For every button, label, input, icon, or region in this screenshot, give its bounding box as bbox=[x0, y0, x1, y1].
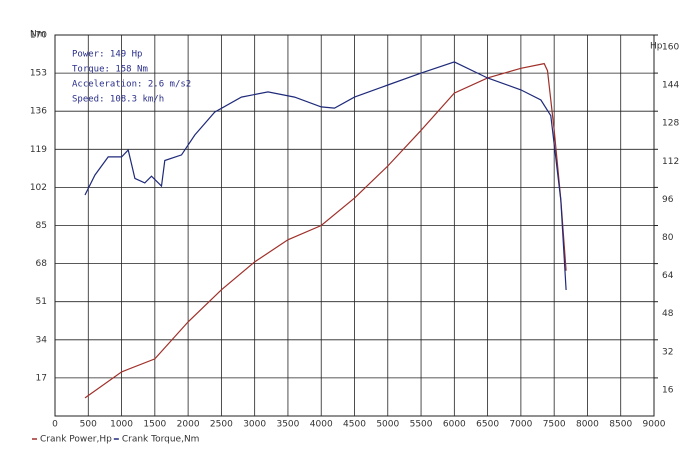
y2-tick-label: 128 bbox=[662, 119, 679, 129]
y2-tick-label: 48 bbox=[662, 309, 674, 319]
x-tick-label: 6500 bbox=[476, 420, 499, 430]
y-tick-label: 102 bbox=[30, 183, 47, 193]
x-tick-label: 2000 bbox=[177, 420, 200, 430]
y2-tick-label: 160 bbox=[662, 43, 679, 53]
annotation: Speed: 108.3 km/h bbox=[72, 95, 164, 105]
y-tick-label: 136 bbox=[30, 107, 47, 117]
x-tick-label: 1000 bbox=[110, 420, 133, 430]
x-tick-label: 6000 bbox=[443, 420, 466, 430]
x-tick-label: 9000 bbox=[643, 420, 666, 430]
x-tick-label: 500 bbox=[80, 420, 97, 430]
y2-tick-label: 112 bbox=[662, 157, 679, 167]
y-tick-label: 170 bbox=[30, 31, 47, 41]
x-tick-label: 7500 bbox=[543, 420, 566, 430]
y-tick-label: 34 bbox=[36, 335, 48, 345]
y2-tick-label: 80 bbox=[662, 233, 674, 243]
x-tick-label: 7000 bbox=[509, 420, 532, 430]
x-tick-label: 4500 bbox=[343, 420, 366, 430]
y-tick-label: 85 bbox=[36, 221, 47, 231]
x-tick-label: 1500 bbox=[143, 420, 166, 430]
x-tick-label: 5500 bbox=[410, 420, 433, 430]
series-line bbox=[84, 61, 567, 291]
x-tick-label: 5000 bbox=[376, 420, 399, 430]
y2-tick-label: 32 bbox=[662, 347, 673, 357]
y2-axis-label: Hp bbox=[650, 42, 663, 52]
annotation: Acceleration: 2.6 m/s2 bbox=[72, 80, 191, 90]
legend-label: Crank Power,Hp bbox=[40, 435, 112, 445]
y-tick-label: 119 bbox=[30, 145, 47, 155]
y-tick-label: 68 bbox=[36, 259, 48, 269]
annotation: Power: 149 Hp bbox=[72, 50, 142, 60]
x-tick-label: 4000 bbox=[310, 420, 333, 430]
x-tick-label: 8000 bbox=[576, 420, 599, 430]
x-tick-label: 3500 bbox=[276, 420, 299, 430]
x-tick-label: 3000 bbox=[243, 420, 266, 430]
y2-tick-label: 16 bbox=[662, 385, 674, 395]
y-tick-label: 153 bbox=[30, 69, 47, 79]
annotation: Torque: 158 Nm bbox=[72, 65, 148, 75]
y2-tick-label: 96 bbox=[662, 195, 674, 205]
x-tick-label: 2500 bbox=[210, 420, 233, 430]
y2-tick-label: 64 bbox=[662, 271, 674, 281]
series-line bbox=[84, 62, 567, 399]
legend-label: Crank Torque,Nm bbox=[122, 435, 200, 445]
y-tick-label: 51 bbox=[36, 297, 47, 307]
x-tick-label: 8500 bbox=[609, 420, 632, 430]
y2-tick-label: 144 bbox=[662, 81, 679, 91]
x-tick-label: 0 bbox=[52, 420, 58, 430]
y-tick-label: 17 bbox=[36, 373, 47, 383]
y-axis-label: Nm bbox=[30, 30, 46, 40]
